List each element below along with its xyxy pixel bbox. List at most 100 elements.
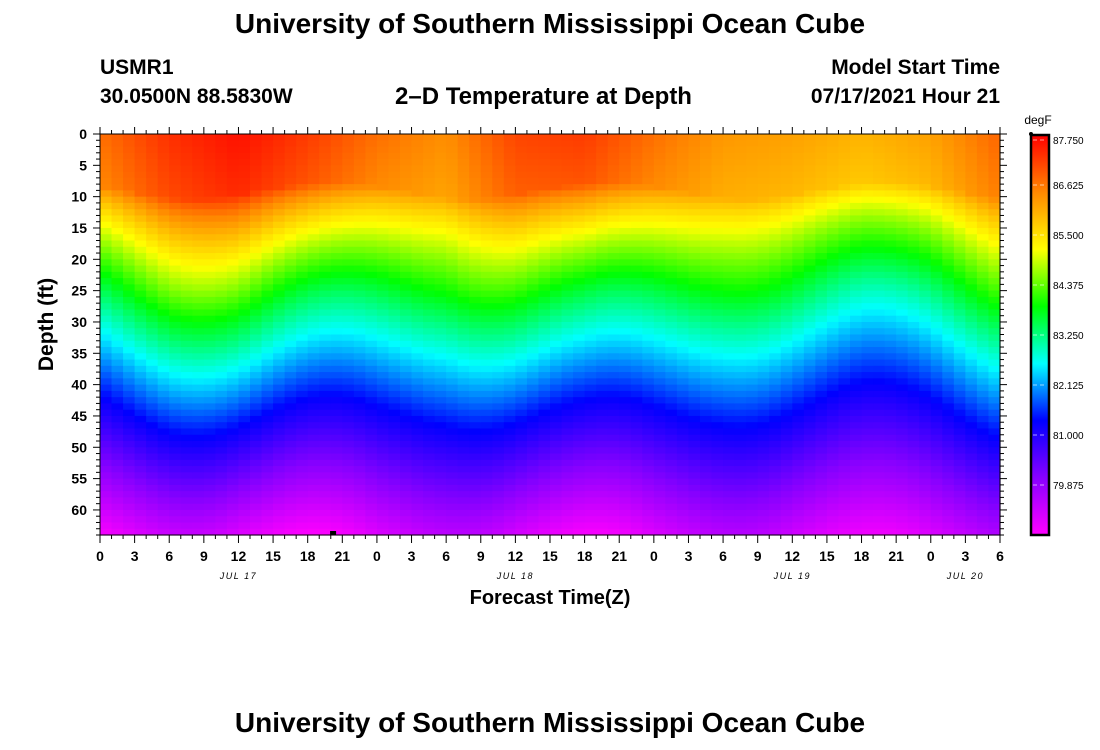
heatmap-cell: [803, 466, 816, 473]
heatmap-cell: [307, 140, 320, 148]
heatmap-cell: [815, 472, 828, 480]
heatmap-cell: [550, 296, 563, 304]
heatmap-cell: [434, 453, 447, 461]
heatmap-cell: [457, 296, 470, 304]
heatmap-cell: [169, 140, 182, 148]
heatmap-cell: [873, 472, 886, 480]
heatmap-cell: [169, 466, 182, 473]
heatmap-cell: [734, 234, 747, 242]
heatmap-cell: [700, 415, 713, 423]
heatmap-cell: [538, 309, 551, 317]
heatmap-cell: [388, 165, 401, 173]
heatmap-cell: [826, 359, 840, 367]
heatmap-cell: [596, 522, 609, 530]
heatmap-cell: [215, 453, 228, 461]
heatmap-cell: [100, 290, 113, 298]
heatmap-cell: [596, 459, 609, 467]
heatmap-cell: [642, 165, 655, 173]
heatmap-cell: [584, 159, 597, 166]
heatmap-cell: [642, 202, 655, 210]
heatmap-cell: [446, 378, 459, 386]
heatmap-cell: [400, 347, 413, 354]
heatmap-cell: [319, 253, 332, 260]
heatmap-cell: [284, 296, 297, 304]
heatmap-cell: [180, 215, 193, 223]
heatmap-cell: [953, 472, 966, 480]
heatmap-cell: [815, 390, 828, 398]
heatmap-cell: [676, 209, 690, 217]
heatmap-cell: [134, 140, 147, 148]
heatmap-cell: [411, 484, 424, 492]
heatmap-cell: [607, 441, 620, 448]
heatmap-cell: [861, 165, 874, 173]
heatmap-cell: [192, 259, 205, 267]
heatmap-cell: [757, 196, 770, 204]
heatmap-cell: [238, 509, 251, 517]
heatmap-cell: [746, 422, 759, 430]
heatmap-cell: [803, 472, 816, 480]
heatmap-cell: [653, 284, 666, 292]
heatmap-cell: [919, 522, 932, 530]
heatmap-cell: [446, 190, 459, 198]
heatmap-cell: [457, 278, 470, 285]
heatmap-cell: [238, 334, 251, 342]
heatmap-cell: [250, 265, 263, 273]
heatmap-cell: [457, 265, 470, 273]
heatmap-cell: [850, 434, 863, 442]
heatmap-cell: [988, 359, 1001, 367]
heatmap-cell: [665, 140, 678, 148]
heatmap-cell: [342, 484, 355, 492]
heatmap-cell: [700, 146, 713, 154]
heatmap-cell: [284, 403, 297, 411]
heatmap-cell: [169, 415, 182, 423]
heatmap-cell: [319, 428, 332, 436]
heatmap-cell: [630, 434, 643, 442]
heatmap-cell: [988, 278, 1001, 285]
heatmap-cell: [746, 384, 759, 392]
heatmap-cell: [988, 447, 1001, 455]
heatmap-cell: [492, 516, 505, 524]
heatmap-cell: [457, 146, 470, 154]
heatmap-cell: [988, 159, 1001, 166]
heatmap-cell: [515, 159, 528, 166]
heatmap-cell: [930, 409, 943, 417]
heatmap-cell: [100, 353, 113, 361]
heatmap-cell: [192, 321, 205, 329]
heatmap-cell: [250, 177, 263, 185]
heatmap-cell: [538, 359, 551, 367]
heatmap-cell: [653, 184, 666, 191]
heatmap-cell: [780, 516, 793, 524]
heatmap-cell: [123, 390, 136, 398]
heatmap-cell: [976, 422, 990, 430]
heatmap-cell: [169, 159, 182, 166]
heatmap-cell: [146, 384, 159, 392]
heatmap-cell: [896, 459, 909, 467]
heatmap-cell: [180, 321, 193, 329]
heatmap-cell: [769, 441, 782, 448]
heatmap-cell: [884, 227, 897, 235]
heatmap-cell: [434, 209, 447, 217]
heatmap-cell: [423, 309, 436, 317]
heatmap-cell: [803, 271, 816, 279]
heatmap-cell: [342, 434, 355, 442]
heatmap-cell: [538, 177, 551, 185]
heatmap-cell: [284, 221, 297, 229]
heatmap-cell: [619, 503, 632, 511]
heatmap-cell: [665, 240, 678, 248]
heatmap-cell: [665, 353, 678, 361]
heatmap-cell: [261, 359, 274, 367]
heatmap-cell: [215, 466, 228, 473]
heatmap-cell: [988, 209, 1001, 217]
heatmap-cell: [111, 227, 124, 235]
heatmap-cell: [215, 447, 228, 455]
heatmap-cell: [526, 265, 540, 273]
heatmap-cell: [353, 478, 366, 486]
heatmap-cell: [584, 422, 597, 430]
heatmap-cell: [180, 491, 193, 499]
heatmap-cell: [861, 159, 874, 166]
heatmap-cell: [492, 184, 505, 191]
heatmap-cell: [492, 340, 505, 348]
heatmap-cell: [965, 315, 978, 323]
heatmap-cell: [100, 503, 113, 511]
heatmap-cell: [457, 227, 470, 235]
